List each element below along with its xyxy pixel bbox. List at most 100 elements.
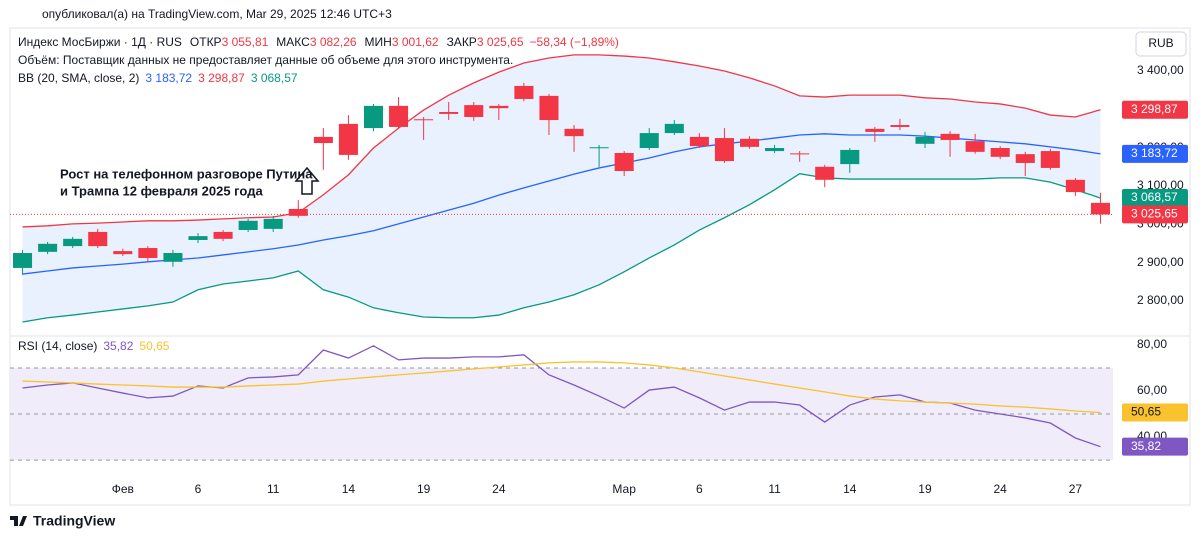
bb-line [22,54,1101,228]
indicator-value: 3 068,57 [251,71,298,85]
candle-body [714,138,734,162]
axis-value-box [1122,144,1188,163]
currency-button[interactable] [1135,31,1187,57]
candle-body [990,148,1010,157]
candle-body [1065,179,1085,193]
candle-body [288,208,308,216]
ohlc-value: 3 025,65 [477,35,524,49]
candle-body [1015,154,1035,163]
ohlc-value: 3 082,26 [310,35,357,49]
y-tick-label: 2 800,00 [1137,293,1184,307]
y-tick-label: 80,00 [1137,337,1167,351]
candle-body [689,136,709,147]
legend-row: Индекс МосБиржи · 1Д · RUS ОТКР3 055,81 МА… [18,35,619,49]
x-tick-label: 19 [417,482,431,496]
rsi-value: 50,65 [139,339,169,353]
x-tick-label: 24 [994,482,1008,496]
indicator-value: 3 298,87 [198,71,245,85]
x-tick-label: 14 [342,482,356,496]
candle-body [213,231,233,239]
candle-body [840,149,860,165]
ohlc-value: 3 055,81 [222,35,269,49]
ohlc-label: МИН [365,35,392,49]
rsi-line [22,361,1101,414]
indicator-legend: BB (20, SMA, close, 2) 3 183,72 3 298,87 3 … [18,71,298,85]
ohlc-label: ЗАКР [447,35,477,49]
axis-value-label: 3 025,65 [1131,207,1178,221]
candle-body [865,128,885,132]
chart-frame [9,27,1191,506]
axis-value-label: 50,65 [1131,405,1161,419]
candle-body [389,105,409,127]
axis-value-box [1122,100,1188,119]
annotation-text: и Трампа 12 февраля 2025 года [60,183,263,198]
axis-value-box [1122,437,1188,456]
x-tick-label: 11 [267,482,280,496]
price-pane [13,54,1110,323]
tradingview-logo [10,516,27,526]
axis-value-box [1122,188,1188,207]
change-value: −58,34 (−1,89%) [530,35,619,49]
candle-body [138,248,158,258]
rsi-value: 35,82 [103,339,133,353]
candle-body [739,138,760,147]
x-tick-label: 27 [1069,482,1083,496]
candle-body [790,153,810,155]
rsi-line [22,345,1101,448]
candle-body [1090,202,1110,215]
x-tick-label: 6 [696,482,703,496]
annotation-arrow [294,166,320,195]
axis-value-label: 35,82 [1131,439,1161,453]
annotation-text: Рост на телефонном разговоре Путина [60,166,313,181]
candle-body [564,128,584,137]
candle-body [765,148,785,152]
candle-body [890,125,910,127]
x-tick-label: 11 [768,482,781,496]
candle-body [88,231,108,247]
x-tick-label: Мар [612,482,636,496]
candle-body [614,152,634,172]
candle-body [263,218,283,229]
candle-body [639,133,659,149]
candle-body [940,133,960,140]
x-tick-label: 24 [492,482,506,496]
candle-body [464,105,484,117]
candle-body [539,95,559,121]
candle-body [238,220,258,231]
candle-body [38,243,58,252]
x-tick-label: 14 [843,482,857,496]
candle-body [965,141,985,152]
rsi-pane [10,345,1113,461]
indicator-value: 3 183,72 [145,71,192,85]
candle-body [188,236,208,240]
volume-note: Объём: Поставщик данных не предоставляет… [18,53,513,67]
candle-body [489,105,509,109]
candle-body [313,136,333,144]
rsi-legend: RSI (14, close) 35,82 50,65 [18,339,170,353]
candle-body [915,136,935,144]
candle-body [589,147,609,149]
candle-body [514,85,534,99]
axis-value-box [1122,403,1188,422]
axis-value-label: 3 298,87 [1131,102,1178,116]
published-note: опубликовал(а) на TradingView.com, Mar 2… [42,7,392,21]
ohlc-label: МАКС [276,35,310,49]
candle-body [113,251,133,255]
bb-line [22,173,1101,323]
y-tick-label: 3 100,00 [1137,178,1184,192]
currency-label[interactable]: RUB [1148,36,1173,50]
y-tick-label: 2 900,00 [1137,255,1184,269]
x-tick-label: Фев [112,482,134,496]
band-fill [22,54,1101,322]
axis-value-box [1122,205,1188,224]
ohlc-label: ОТКР [190,35,222,49]
candle-body [363,105,384,129]
y-tick-label: 3 400,00 [1137,63,1184,77]
candle-body [338,123,358,155]
candle-body [414,119,434,121]
instrument-title: Индекс МосБиржи · 1Д · RUS [18,35,182,49]
bb-line [22,133,1101,275]
y-tick-label: 60,00 [1137,383,1167,397]
ohlc-value: 3 001,62 [392,35,439,49]
